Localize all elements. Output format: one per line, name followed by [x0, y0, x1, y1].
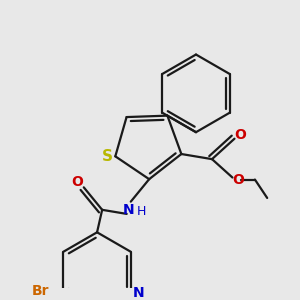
Text: N: N	[133, 286, 145, 300]
Text: N: N	[123, 203, 134, 217]
Text: O: O	[72, 175, 84, 189]
Text: O: O	[235, 128, 247, 142]
Text: O: O	[232, 172, 244, 187]
Text: Br: Br	[32, 284, 50, 298]
Text: S: S	[102, 149, 112, 164]
Text: H: H	[136, 206, 146, 218]
